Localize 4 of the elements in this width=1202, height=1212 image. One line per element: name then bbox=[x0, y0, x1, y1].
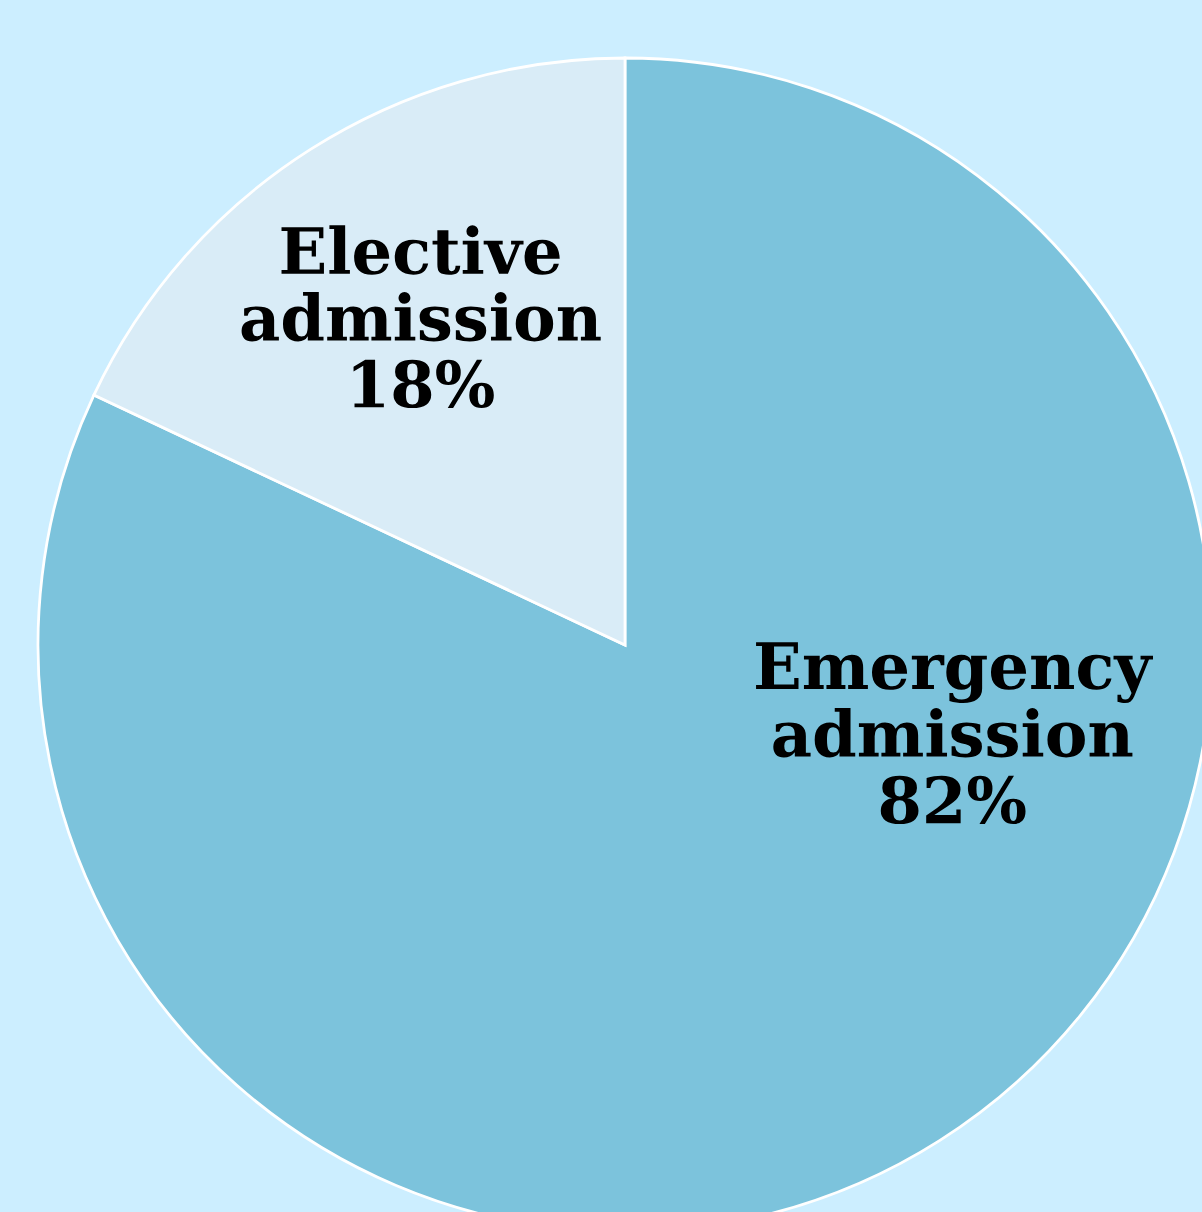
data-label: 82% bbox=[880, 775, 1026, 825]
slice-label: Emergency admission bbox=[756, 642, 1153, 758]
data-label: 18% bbox=[353, 359, 494, 409]
slice-label: Elective admission bbox=[241, 225, 601, 342]
